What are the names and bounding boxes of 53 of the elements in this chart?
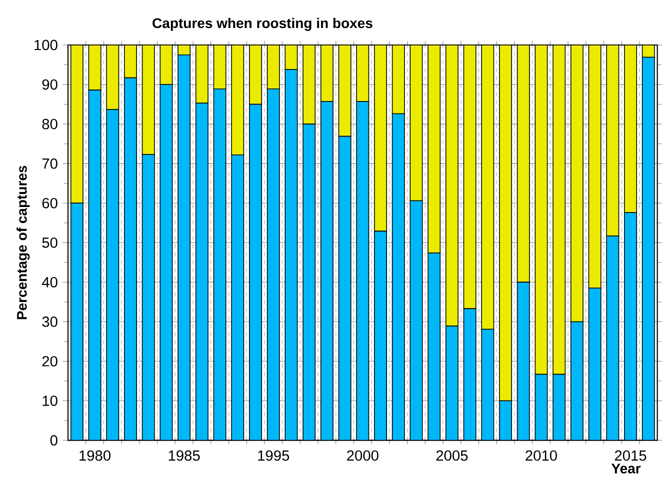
bar [303,124,316,440]
x-tick-label: 1980 [80,450,111,461]
bar [88,90,102,440]
x-tick-label: 1985 [168,450,200,461]
y-tick-label: 50 [42,237,58,248]
bar [124,77,137,440]
bar [70,202,84,440]
x-tick-label: 2000 [347,450,378,461]
bar [588,288,602,440]
bar [195,102,208,440]
bar [570,321,584,440]
y-tick-label: 0 [50,435,58,446]
y-tick-label: 10 [42,396,58,406]
chart-title: Captures when roosting in boxes [152,18,372,31]
bar [624,212,638,440]
bar [534,374,548,440]
bar [320,101,334,440]
bar [213,88,226,440]
bar [160,84,173,440]
x-tick-label: 2005 [436,450,468,461]
x-tick-label: 2010 [526,450,557,461]
bar [249,104,262,440]
bar [142,154,155,440]
bar [284,69,298,440]
bar [463,308,476,440]
y-tick-label: 70 [42,158,58,169]
y-tick-label: 20 [42,356,58,366]
bar [410,200,423,440]
bar [481,328,494,440]
bar [374,230,387,440]
y-tick-label: 60 [42,198,58,208]
bar [178,54,191,440]
bar [606,236,620,440]
x-tick-label: 1995 [258,450,290,461]
y-tick-label: 80 [42,118,58,130]
x-axis-title: Year [611,464,641,474]
x-tick-label: 2015 [614,450,646,461]
bar [428,252,441,440]
bar [356,101,370,440]
y-tick-label: 90 [42,79,58,90]
y-tick-label: 30 [42,316,58,327]
bar [266,88,280,440]
bar [516,282,530,440]
bar [338,136,352,440]
bar [552,374,566,440]
bar [445,326,458,440]
bar [231,154,244,440]
bar [642,56,655,440]
y-axis-title: Percentage of captures [16,166,30,320]
y-tick-label: 100 [34,40,58,50]
y-tick-label: 40 [42,277,58,288]
bar [392,113,405,440]
bar [106,109,120,440]
